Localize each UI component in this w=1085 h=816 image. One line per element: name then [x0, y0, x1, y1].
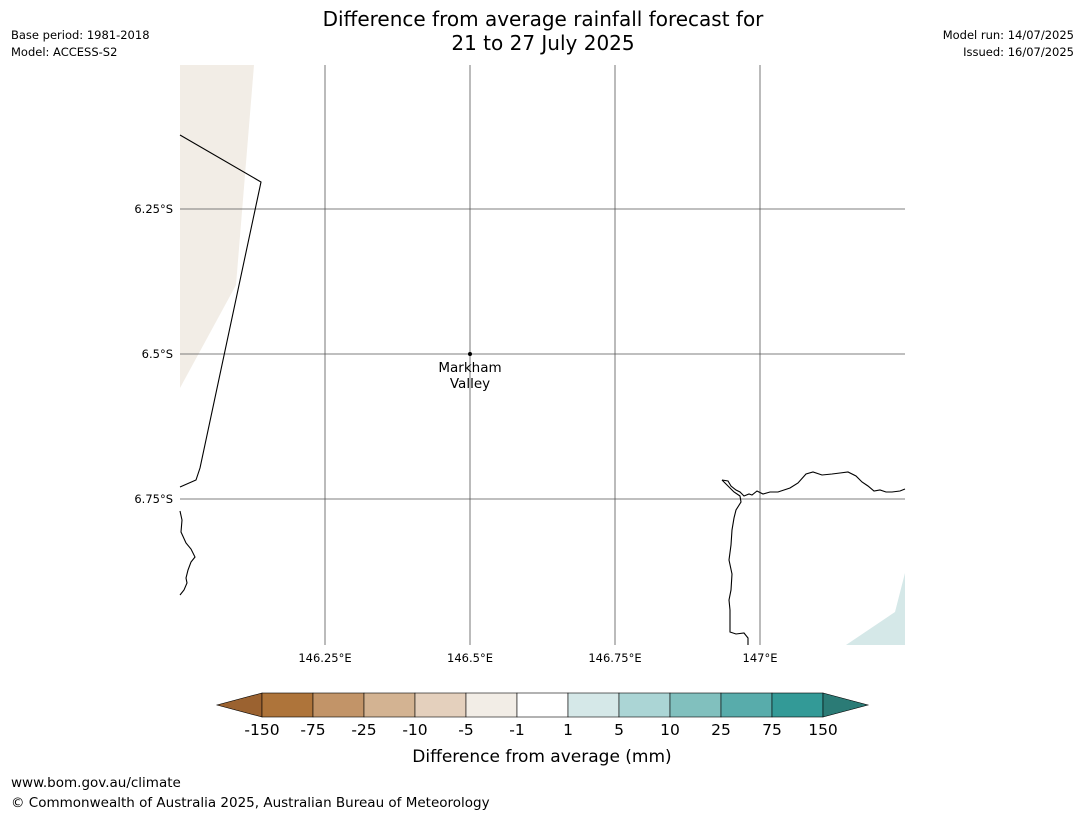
- footer-url: www.bom.gov.au/climate: [11, 775, 181, 791]
- rainfall-area-above-average: [846, 573, 905, 645]
- colorbar-tick-label: 150: [808, 721, 838, 739]
- lon-label: 147°E: [743, 651, 778, 665]
- colorbar-tick-label: -150: [244, 721, 279, 739]
- header-right: Model run: 14/07/2025 Issued: 16/07/2025: [943, 27, 1074, 61]
- lat-label: 6.25°S: [134, 202, 173, 216]
- title-line-2: 21 to 27 July 2025: [451, 31, 635, 55]
- map-background: [180, 65, 905, 645]
- colorbar: -150 -75 -25 -10 -5 -1 1 5 10 25 75 150: [215, 692, 870, 739]
- colorbar-segment: [465, 692, 518, 718]
- colorbar-segment: [720, 692, 773, 718]
- colorbar-extend-low: [215, 692, 263, 718]
- colorbar-segment: [261, 692, 314, 718]
- colorbar-tick-label: 10: [660, 721, 680, 739]
- coastline-east: [721, 471, 906, 497]
- colorbar-tick-label: -75: [300, 721, 325, 739]
- colorbar-segment: [516, 692, 569, 718]
- colorbar-tick-label: -5: [458, 721, 473, 739]
- colorbar-segment: [312, 692, 365, 718]
- footer-copyright: © Commonwealth of Australia 2025, Austra…: [11, 795, 490, 811]
- colorbar-tick-label: 25: [711, 721, 731, 739]
- markham-valley-marker: [468, 352, 472, 356]
- header-left: Base period: 1981-2018 Model: ACCESS-S2: [11, 27, 150, 61]
- model-run-text: Model run: 14/07/2025: [942, 28, 1074, 42]
- colorbar-tick-label: -10: [402, 721, 427, 739]
- colorbar-extend-high: [822, 692, 870, 718]
- issued-text: Issued: 16/07/2025: [963, 45, 1074, 59]
- lat-label: 6.75°S: [134, 492, 173, 506]
- colorbar-segment: [414, 692, 467, 718]
- lon-label: 146.75°E: [588, 651, 641, 665]
- border-line: [179, 134, 262, 488]
- colorbar-segment: [363, 692, 416, 718]
- base-period-text: Base period: 1981-2018: [11, 28, 150, 42]
- coastline-gulf: [721, 479, 749, 645]
- coastline-west: [179, 510, 196, 596]
- colorbar-tick-label: -1: [509, 721, 524, 739]
- colorbar-segment: [567, 692, 620, 718]
- colorbar-tick-label: -25: [351, 721, 376, 739]
- lon-label: 146.5°E: [447, 651, 493, 665]
- colorbar-tick-label: 5: [614, 721, 624, 739]
- lat-label: 6.5°S: [142, 347, 173, 361]
- colorbar-tick-label: 1: [563, 721, 573, 739]
- model-text: Model: ACCESS-S2: [11, 45, 118, 59]
- lon-label: 146.25°E: [298, 651, 351, 665]
- boundary-lines: [179, 134, 906, 645]
- colorbar-segment: [618, 692, 671, 718]
- colorbar-title: Difference from average (mm): [412, 747, 671, 767]
- map-title: Difference from average rainfall forecas…: [243, 7, 843, 55]
- colorbar-segment: [771, 692, 824, 718]
- title-line-1: Difference from average rainfall forecas…: [322, 7, 764, 31]
- colorbar-tick-label: 75: [762, 721, 782, 739]
- graticule: [180, 65, 905, 645]
- place-label-line-1: Markham: [438, 360, 501, 376]
- place-label-line-2: Valley: [450, 376, 490, 392]
- map-area: Markham Valley: [179, 65, 906, 645]
- colorbar-segment: [669, 692, 722, 718]
